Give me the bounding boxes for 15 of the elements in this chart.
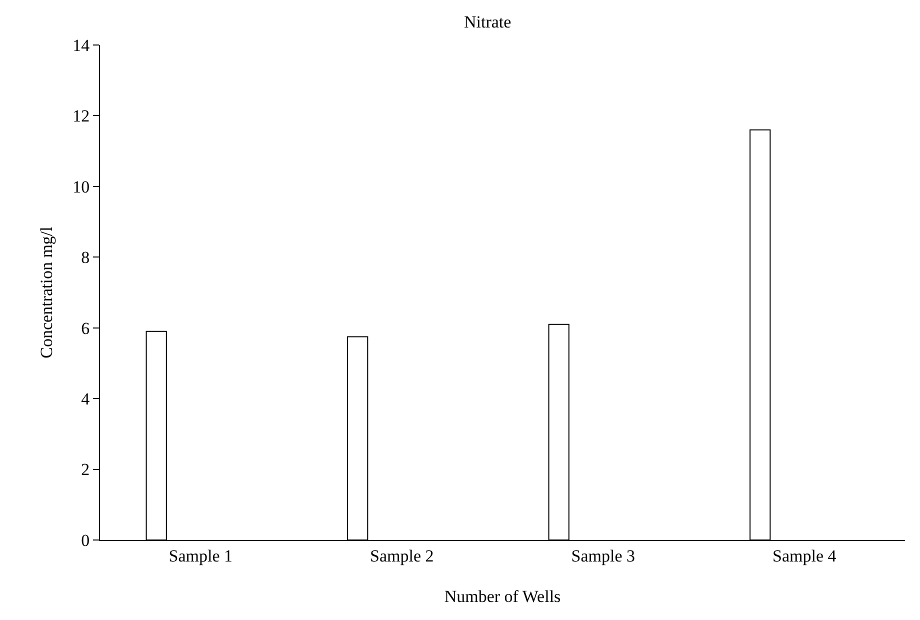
x-tick-label: Sample 3 [571,546,636,566]
y-tick-label: 8 [81,248,90,268]
x-tick-label: Sample 1 [168,546,233,566]
y-tick-label: 6 [81,318,90,338]
y-tick-label: 12 [72,106,90,126]
y-tick-label: 4 [81,390,90,409]
chart-title: Nitrate [464,12,512,32]
y-axis-title: Concentration mg/l [37,226,56,358]
y-tick-label: 2 [81,460,90,480]
x-tick-label: Sample 2 [370,546,434,566]
y-tick-label: 0 [81,530,90,550]
x-axis-title: Number of Wells [444,586,561,606]
y-tick-label: 14 [72,36,90,55]
x-tick-label: Sample 4 [772,546,837,566]
y-tick-label: 10 [72,177,90,196]
